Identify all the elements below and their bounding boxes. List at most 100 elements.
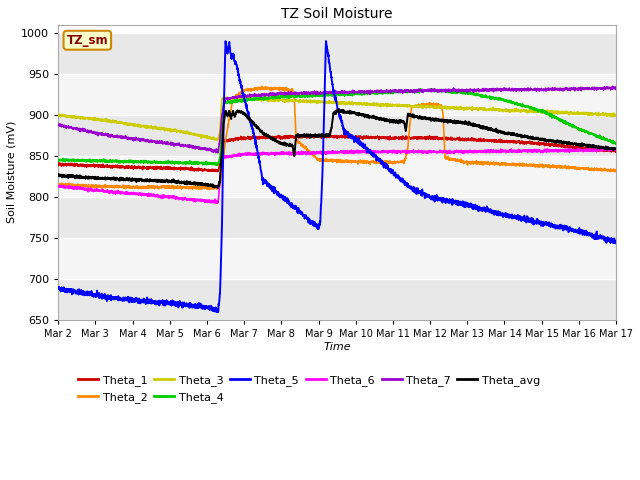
Theta_avg — [268, 136, 276, 142]
Theta_2 — [54, 182, 62, 188]
Line: Theta_4: Theta_4 — [58, 89, 616, 165]
Theta_2 — [118, 184, 125, 190]
Theta_2 — [292, 136, 300, 142]
Theta_4 — [151, 159, 159, 165]
Text: TZ_sm: TZ_sm — [67, 34, 108, 47]
Theta_2 — [612, 167, 620, 173]
Bar — [58, 238, 616, 279]
Line: Theta_1: Theta_1 — [58, 135, 616, 171]
Theta_7 — [118, 134, 125, 140]
Line: Theta_avg: Theta_avg — [58, 109, 616, 188]
Legend: Theta_1, Theta_2, Theta_3, Theta_4, Theta_5, Theta_6, Theta_7, Theta_avg: Theta_1, Theta_2, Theta_3, Theta_4, Thet… — [78, 375, 540, 403]
Line: Theta_5: Theta_5 — [58, 41, 616, 312]
Theta_avg — [118, 175, 125, 180]
Theta_3 — [612, 113, 620, 119]
Theta_7 — [292, 90, 300, 96]
Theta_6 — [151, 192, 159, 198]
Theta_3 — [292, 97, 300, 103]
Theta_5 — [292, 206, 300, 212]
Theta_7 — [541, 88, 549, 94]
Theta_7 — [609, 84, 616, 89]
Theta_5 — [268, 188, 276, 194]
Line: Theta_7: Theta_7 — [58, 86, 616, 153]
Bar — [58, 197, 616, 238]
Theta_3 — [54, 111, 62, 117]
Theta_4 — [602, 137, 609, 143]
Theta_7 — [612, 86, 620, 92]
Theta_1 — [151, 165, 159, 170]
Theta_4 — [292, 93, 300, 99]
Theta_avg — [54, 171, 62, 177]
Theta_5 — [214, 309, 221, 315]
Theta_5 — [118, 296, 125, 301]
Theta_3 — [118, 119, 125, 125]
Theta_5 — [54, 285, 62, 291]
Theta_3 — [602, 111, 609, 117]
Theta_1 — [268, 133, 276, 139]
Theta_1 — [310, 132, 318, 138]
Theta_4 — [268, 95, 276, 100]
Theta_4 — [213, 162, 221, 168]
Theta_5 — [151, 301, 159, 307]
Theta_7 — [602, 85, 609, 91]
Theta_6 — [212, 201, 220, 206]
Theta_6 — [54, 183, 62, 189]
Theta_4 — [541, 109, 549, 115]
Theta_6 — [268, 150, 276, 156]
Theta_6 — [608, 145, 616, 151]
Theta_1 — [541, 141, 549, 147]
Theta_2 — [258, 84, 266, 89]
Theta_4 — [417, 86, 424, 92]
Theta_7 — [54, 122, 62, 128]
Line: Theta_2: Theta_2 — [58, 86, 616, 190]
Theta_3 — [269, 97, 276, 103]
Theta_7 — [151, 139, 159, 145]
Theta_5 — [541, 219, 549, 225]
X-axis label: Time: Time — [323, 341, 351, 351]
Line: Theta_3: Theta_3 — [58, 97, 616, 140]
Theta_2 — [602, 167, 609, 173]
Theta_4 — [118, 159, 125, 165]
Theta_7 — [268, 92, 276, 98]
Theta_6 — [612, 146, 620, 152]
Theta_avg — [214, 185, 221, 191]
Theta_1 — [214, 168, 221, 174]
Bar — [58, 74, 616, 115]
Theta_avg — [602, 145, 609, 151]
Theta_avg — [335, 107, 343, 112]
Theta_5 — [602, 235, 609, 241]
Theta_1 — [54, 162, 62, 168]
Theta_2 — [541, 162, 549, 168]
Theta_avg — [612, 146, 620, 152]
Theta_3 — [541, 108, 549, 114]
Theta_avg — [292, 132, 300, 138]
Theta_6 — [292, 151, 300, 156]
Bar — [58, 279, 616, 320]
Theta_1 — [118, 165, 125, 170]
Theta_3 — [214, 137, 221, 143]
Bar — [58, 33, 616, 74]
Bar — [58, 156, 616, 197]
Theta_1 — [292, 135, 300, 141]
Theta_avg — [541, 136, 549, 142]
Title: TZ Soil Moisture: TZ Soil Moisture — [282, 7, 393, 21]
Theta_1 — [612, 149, 620, 155]
Y-axis label: Soil Moisture (mV): Soil Moisture (mV) — [7, 121, 17, 224]
Theta_5 — [612, 239, 620, 245]
Theta_6 — [541, 148, 549, 154]
Theta_4 — [54, 156, 62, 162]
Theta_avg — [151, 178, 159, 184]
Theta_5 — [322, 38, 330, 44]
Theta_2 — [269, 86, 276, 92]
Theta_3 — [151, 124, 159, 130]
Theta_2 — [204, 187, 211, 192]
Theta_6 — [118, 189, 125, 195]
Theta_4 — [612, 141, 620, 146]
Line: Theta_6: Theta_6 — [58, 148, 616, 204]
Theta_7 — [214, 150, 221, 156]
Bar — [58, 115, 616, 156]
Theta_6 — [602, 147, 609, 153]
Theta_3 — [223, 94, 230, 100]
Theta_2 — [151, 184, 159, 190]
Theta_1 — [602, 147, 609, 153]
